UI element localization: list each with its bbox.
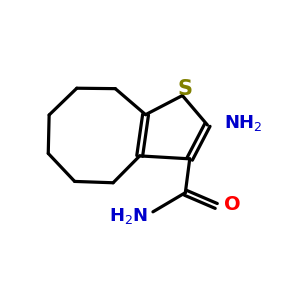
Text: NH$_2$: NH$_2$	[224, 113, 262, 134]
Text: H$_2$N: H$_2$N	[110, 206, 148, 226]
Text: S: S	[177, 79, 192, 99]
Text: O: O	[224, 195, 240, 214]
